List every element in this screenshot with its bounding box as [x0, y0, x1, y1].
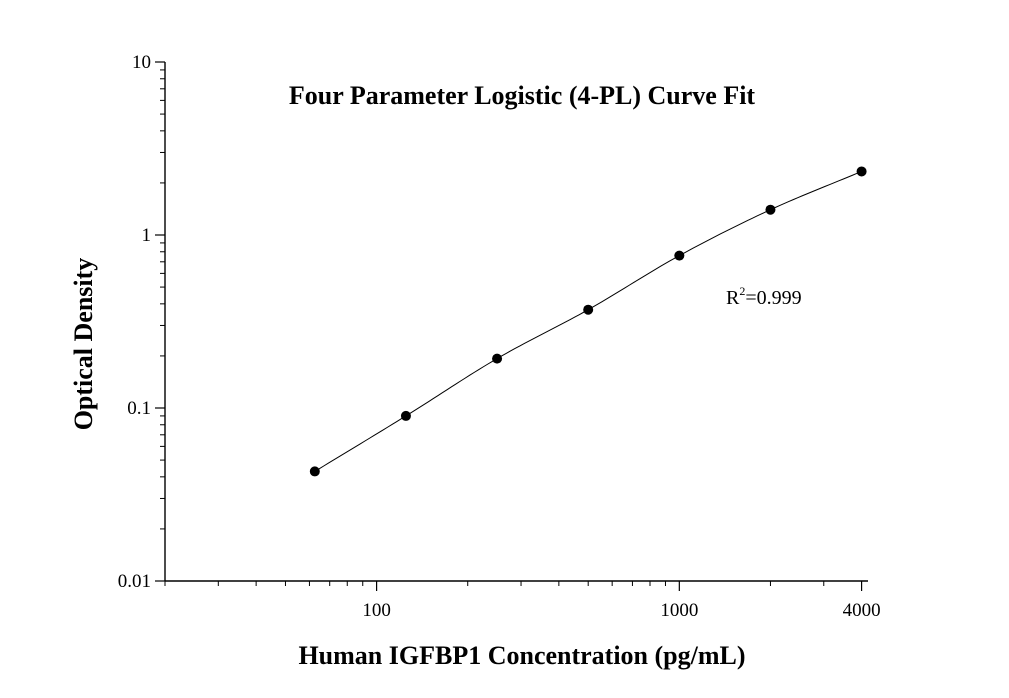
data-point [674, 250, 685, 261]
y-axis-label: Optical Density [69, 258, 98, 431]
data-point [309, 466, 320, 477]
y-tick-label: 0.01 [118, 571, 151, 592]
x-ticks: 100 1000 4000 [164, 581, 881, 621]
chart-title: Four Parameter Logistic (4-PL) Curve Fit [289, 81, 756, 110]
y-ticks: 0.01 0.1 1 10 [118, 52, 165, 592]
data-points [309, 166, 867, 477]
data-point [400, 410, 411, 421]
x-tick-label: 1000 [660, 600, 698, 621]
x-tick-label: 4000 [843, 600, 881, 621]
y-tick-label: 10 [132, 52, 151, 73]
data-point [492, 353, 503, 364]
x-tick-label: 100 [362, 600, 391, 621]
x-axis-label: Human IGFBP1 Concentration (pg/mL) [298, 641, 745, 670]
axes [164, 62, 868, 582]
r-squared-superscript: 2 [739, 284, 745, 298]
data-point [765, 204, 776, 215]
data-point [583, 304, 594, 315]
r-squared-annotation: R2=0.999 [726, 284, 802, 309]
r-squared-value: =0.999 [745, 287, 801, 309]
fit-curve-group [314, 170, 862, 472]
y-tick-label: 1 [142, 225, 152, 246]
y-tick-label: 0.1 [127, 398, 151, 419]
data-point [856, 166, 867, 177]
fit-curve [314, 170, 862, 472]
r-squared-base: R [726, 287, 740, 309]
